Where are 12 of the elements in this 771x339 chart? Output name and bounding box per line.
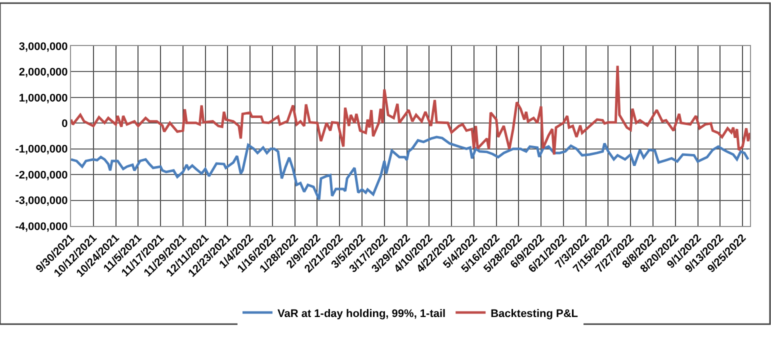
legend-label: Backtesting P&L [490,308,578,320]
y-tick-label: -3,000,000 [15,195,68,208]
line-series [71,136,750,201]
line-series [71,64,750,156]
y-tick-label: -1,000,000 [15,144,68,156]
y-tick-label: -4,000,000 [15,220,68,233]
legend-label: VaR at 1-day holding, 99%, 1-tail [278,308,446,320]
y-tick-label: -2,000,000 [15,169,68,182]
y-tick-label: 2,000,000 [18,66,68,79]
y-tick-label: 0 [62,118,68,130]
y-tick-label: 3,000,000 [18,40,68,53]
y-tick-label: 1,000,000 [18,92,68,104]
